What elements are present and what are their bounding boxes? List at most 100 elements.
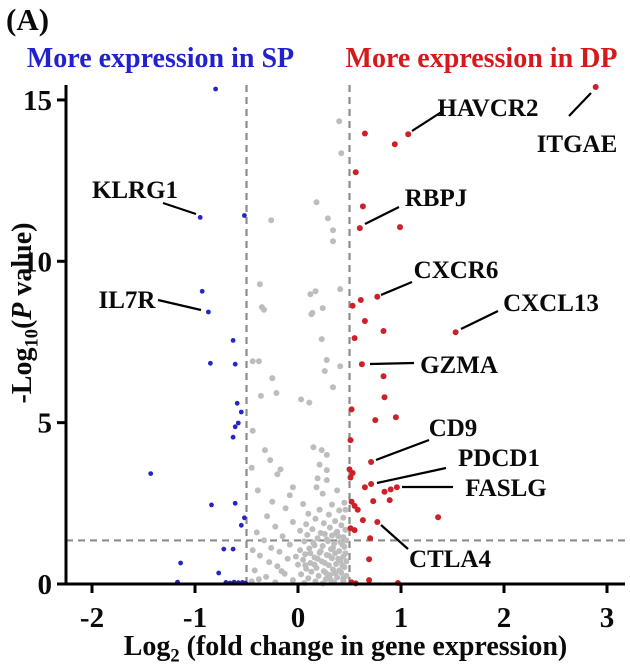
data-point <box>298 396 305 403</box>
scatter-points <box>148 84 599 587</box>
data-point <box>334 487 341 494</box>
data-point <box>348 406 355 413</box>
data-point <box>329 532 335 539</box>
data-point <box>257 392 264 399</box>
gene-callout-line-CXCL13 <box>460 310 499 330</box>
data-point <box>321 531 328 537</box>
data-point <box>249 358 256 365</box>
data-point <box>374 519 381 525</box>
data-point <box>366 577 373 584</box>
data-point <box>268 217 275 224</box>
axes: 0 5 10 15 -2 -1 0 1 2 3 <box>23 85 625 634</box>
data-point <box>381 488 388 495</box>
data-point <box>234 400 240 406</box>
data-point <box>592 84 599 90</box>
data-point <box>349 302 356 309</box>
data-point <box>392 414 399 421</box>
data-point <box>242 515 247 521</box>
data-point <box>261 306 267 313</box>
data-point <box>405 131 412 138</box>
data-point <box>338 150 345 157</box>
data-point <box>333 561 340 567</box>
data-point <box>268 544 275 551</box>
data-point <box>279 533 286 540</box>
data-point <box>292 553 299 560</box>
data-point <box>358 361 365 368</box>
data-point <box>342 506 349 513</box>
data-point <box>380 373 387 380</box>
x-tick-label: 1 <box>394 602 409 634</box>
data-point <box>330 227 336 234</box>
data-point <box>322 576 329 583</box>
data-point <box>354 506 361 513</box>
data-point <box>148 471 154 476</box>
data-point <box>255 358 262 365</box>
data-point <box>359 203 366 210</box>
data-point <box>332 550 339 557</box>
data-point <box>308 311 315 318</box>
x-axis-title: Log2 (fold change in gene expression) <box>123 631 568 666</box>
data-point <box>335 533 342 540</box>
data-point <box>230 546 236 552</box>
data-point <box>366 556 373 563</box>
data-point <box>284 555 291 562</box>
data-point <box>302 551 309 558</box>
data-point <box>297 547 304 554</box>
data-point <box>338 522 345 529</box>
data-point <box>329 555 335 562</box>
data-point <box>276 548 283 555</box>
y-tick-label: 5 <box>38 408 53 440</box>
data-point <box>357 297 364 303</box>
data-point <box>263 573 270 580</box>
gene-label-RBPJ: RBPJ <box>405 185 468 212</box>
data-point <box>318 447 325 454</box>
x-tick-label: -1 <box>183 602 207 634</box>
data-point <box>368 459 375 465</box>
data-point <box>330 238 336 245</box>
data-point <box>370 498 377 505</box>
data-point <box>381 394 388 401</box>
data-point <box>295 561 301 568</box>
data-point <box>289 519 296 525</box>
data-point <box>316 461 323 468</box>
data-point <box>274 563 281 570</box>
data-point <box>307 550 314 557</box>
data-point <box>253 529 260 536</box>
data-point <box>337 286 344 293</box>
data-point <box>323 467 330 474</box>
data-point <box>303 521 310 528</box>
data-point <box>323 451 330 458</box>
gene-label-HAVCR2: HAVCR2 <box>438 95 539 122</box>
data-point <box>316 506 323 513</box>
data-point <box>235 420 241 426</box>
gene-callout-line-RBPJ <box>364 206 400 225</box>
x-tick-label: 2 <box>497 602 512 634</box>
data-point <box>359 517 366 524</box>
gene-callout-line-PDCD1 <box>376 466 447 485</box>
gene-label-GZMA: GZMA <box>420 352 498 379</box>
data-point <box>251 567 258 574</box>
gene-callout-line-CD9 <box>375 438 430 462</box>
data-point <box>340 577 347 584</box>
data-point <box>274 471 281 478</box>
data-point <box>282 505 289 512</box>
y-tick-label: 0 <box>38 569 53 601</box>
data-point <box>312 288 319 295</box>
data-point <box>197 215 203 220</box>
data-point <box>249 427 256 434</box>
data-point <box>324 538 331 545</box>
data-point <box>351 335 358 342</box>
data-point <box>206 309 211 315</box>
data-point <box>320 520 327 527</box>
data-point <box>286 492 293 499</box>
data-point <box>209 502 214 508</box>
gene-label-CXCL13: CXCL13 <box>503 290 599 317</box>
data-point <box>301 538 308 545</box>
gene-label-FASLG: FASLG <box>465 475 547 502</box>
data-point <box>343 537 350 544</box>
data-point <box>318 336 325 343</box>
data-point <box>267 457 274 464</box>
data-point <box>272 523 279 530</box>
